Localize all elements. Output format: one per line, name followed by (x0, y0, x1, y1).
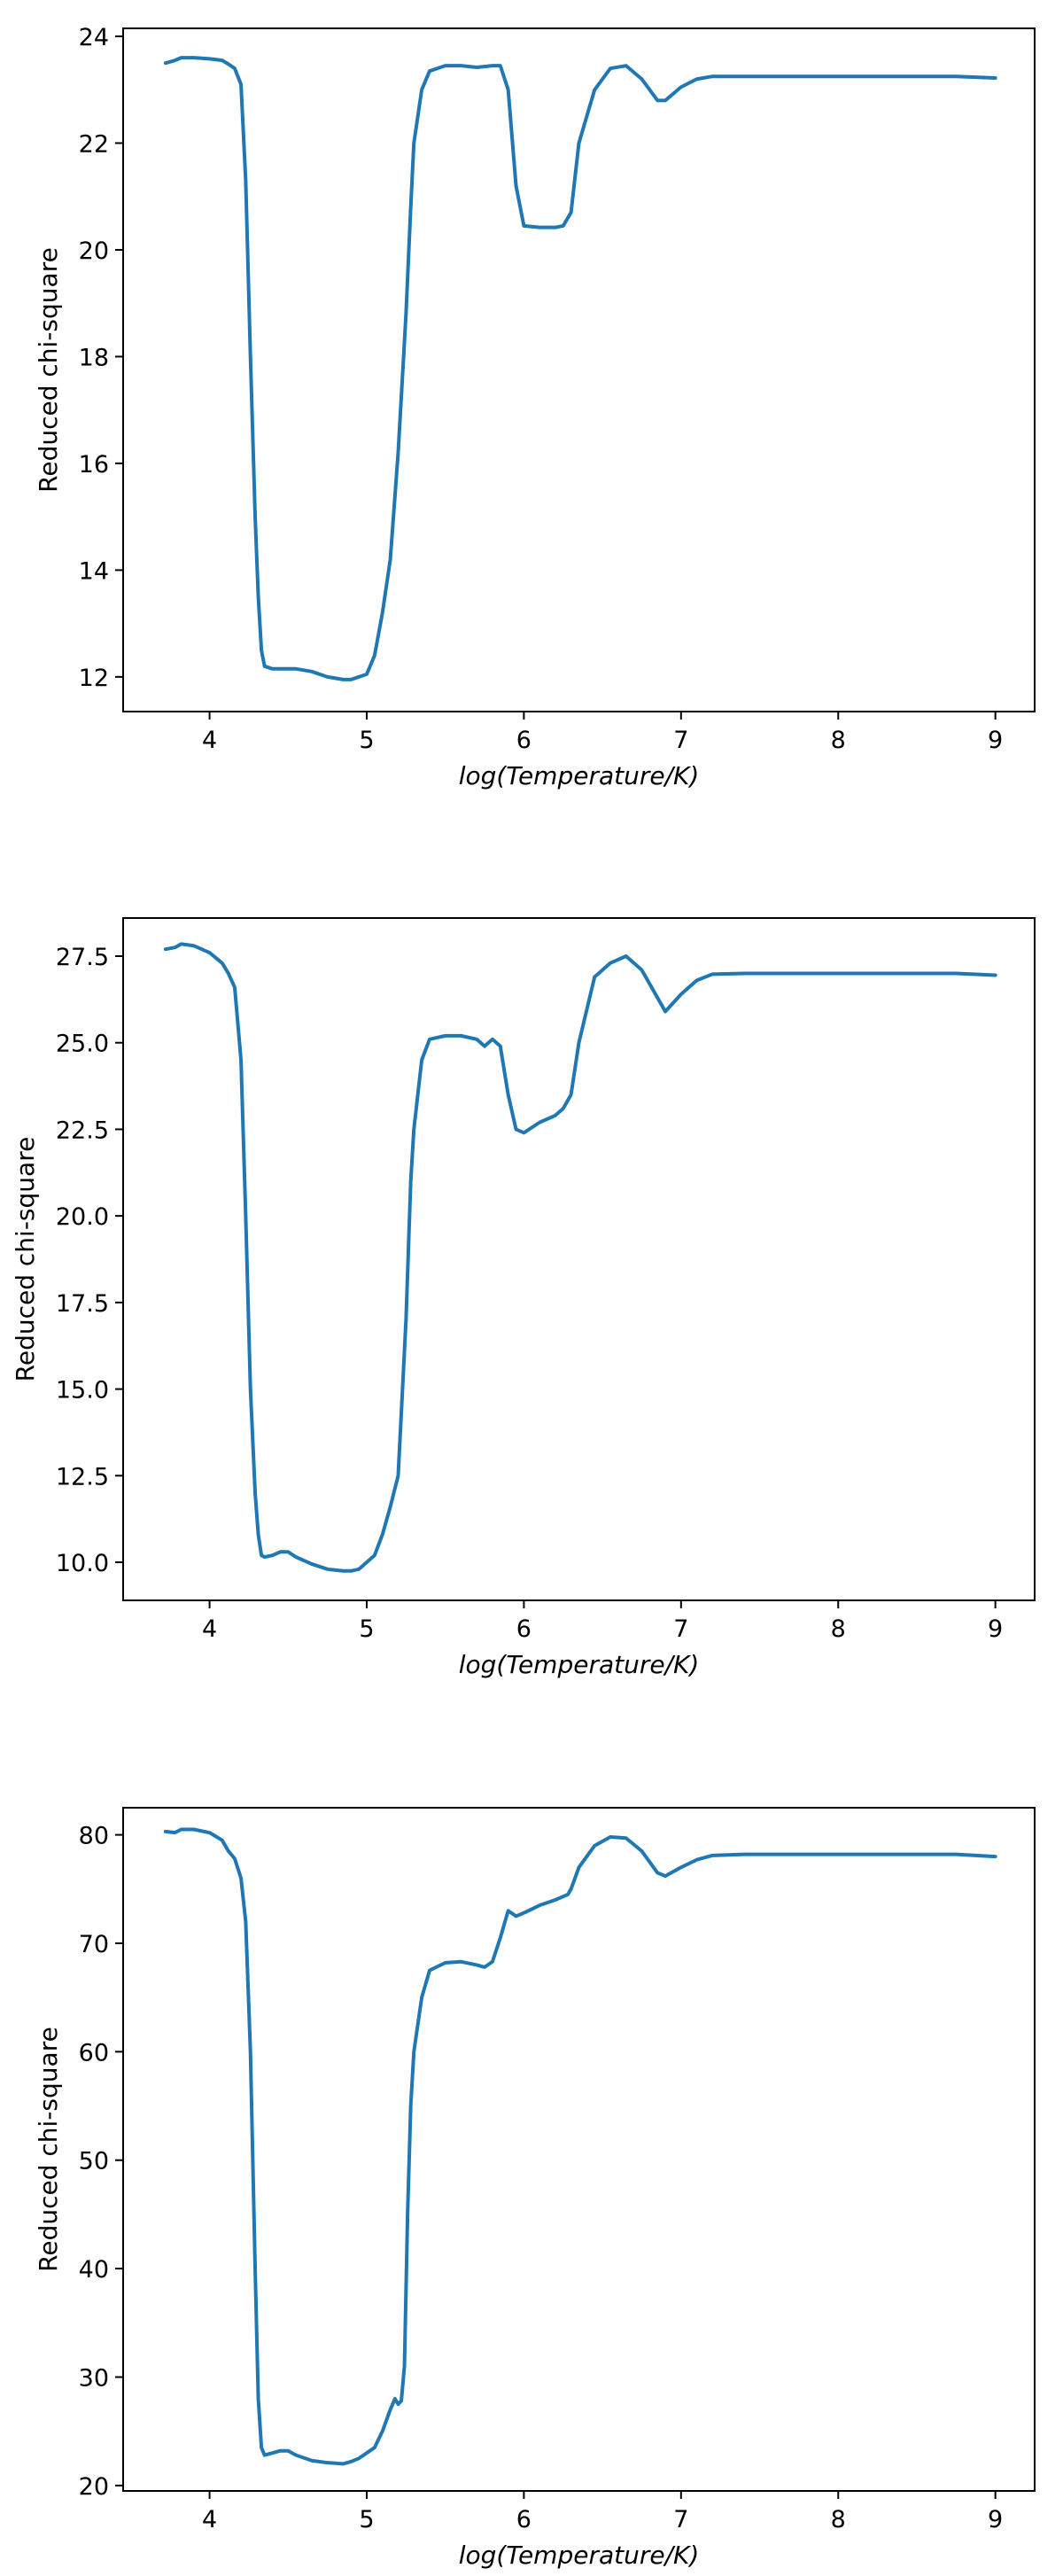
x-tick-label: 7 (673, 1615, 688, 1643)
x-tick-label: 8 (831, 727, 846, 754)
y-tick-label: 40 (79, 2256, 109, 2284)
y-tick-label: 30 (79, 2365, 109, 2393)
x-tick-label: 9 (988, 2506, 1003, 2533)
y-axis-label: Reduced chi-square (11, 1137, 40, 1382)
y-tick-label: 27.5 (56, 944, 109, 971)
x-tick-label: 6 (516, 2506, 532, 2533)
y-tick-label: 80 (79, 1823, 109, 1850)
y-tick-label: 12 (79, 665, 109, 692)
x-tick-label: 5 (359, 727, 374, 754)
y-tick-label: 20.0 (56, 1203, 109, 1231)
x-tick-label: 9 (988, 727, 1003, 754)
x-tick-label: 5 (359, 2506, 374, 2533)
chart-panel-1: 4 5 6 7 8 9 12 14 16 18 20 22 24 log(Temperature/K) Re… (34, 24, 1036, 790)
y-tick-label: 25.0 (56, 1031, 109, 1058)
y-tick-label: 70 (79, 1931, 109, 1958)
y-tick-label: 14 (79, 557, 109, 585)
y-tick-label: 16 (79, 451, 109, 479)
chart-panel-2: 4 5 6 7 8 9 10.0 12.5 15.0 17.5 20.0 22.5 25.0 27.5 lo… (11, 917, 1036, 1679)
x-axis-label: log(Temperature/K) (459, 2541, 700, 2570)
y-tick-label: 50 (79, 2148, 109, 2175)
x-tick-label: 6 (516, 1615, 532, 1643)
y-tick-label: 22 (79, 131, 109, 159)
x-tick-label: 7 (673, 2506, 688, 2533)
x-tick-label: 5 (359, 1615, 374, 1643)
y-tick-label: 18 (79, 344, 109, 371)
x-axis-label: log(Temperature/K) (459, 761, 700, 790)
y-tick-label: 10.0 (56, 1550, 109, 1577)
series-line (163, 1827, 997, 2466)
y-tick-label: 20 (79, 2473, 109, 2501)
y-tick-label: 60 (79, 2039, 109, 2066)
plot-frame (122, 1807, 1036, 2492)
y-tick-label: 20 (79, 237, 109, 265)
y-axis-label: Reduced chi-square (34, 2027, 63, 2272)
x-tick-label: 8 (831, 1615, 846, 1643)
y-tick-label: 24 (79, 24, 109, 51)
chart-panel-3: 4 5 6 7 8 9 20 30 40 50 60 70 80 log(Temperature/K) Re… (34, 1807, 1036, 2570)
series-line (163, 942, 997, 1573)
y-tick-label: 17.5 (56, 1290, 109, 1318)
x-tick-label: 8 (831, 2506, 846, 2533)
x-tick-label: 4 (202, 727, 217, 754)
y-tick-label: 15.0 (56, 1377, 109, 1405)
plot-frame (122, 27, 1036, 712)
series-line (163, 56, 997, 681)
y-tick-label: 12.5 (56, 1463, 109, 1490)
x-tick-label: 4 (202, 2506, 217, 2533)
plot-frame (122, 917, 1036, 1601)
y-axis-label: Reduced chi-square (34, 247, 63, 493)
x-tick-label: 9 (988, 1615, 1003, 1643)
x-tick-label: 7 (673, 727, 688, 754)
x-axis-label: log(Temperature/K) (459, 1650, 700, 1679)
y-tick-label: 22.5 (56, 1117, 109, 1144)
x-tick-label: 6 (516, 727, 532, 754)
x-tick-label: 4 (202, 1615, 217, 1643)
